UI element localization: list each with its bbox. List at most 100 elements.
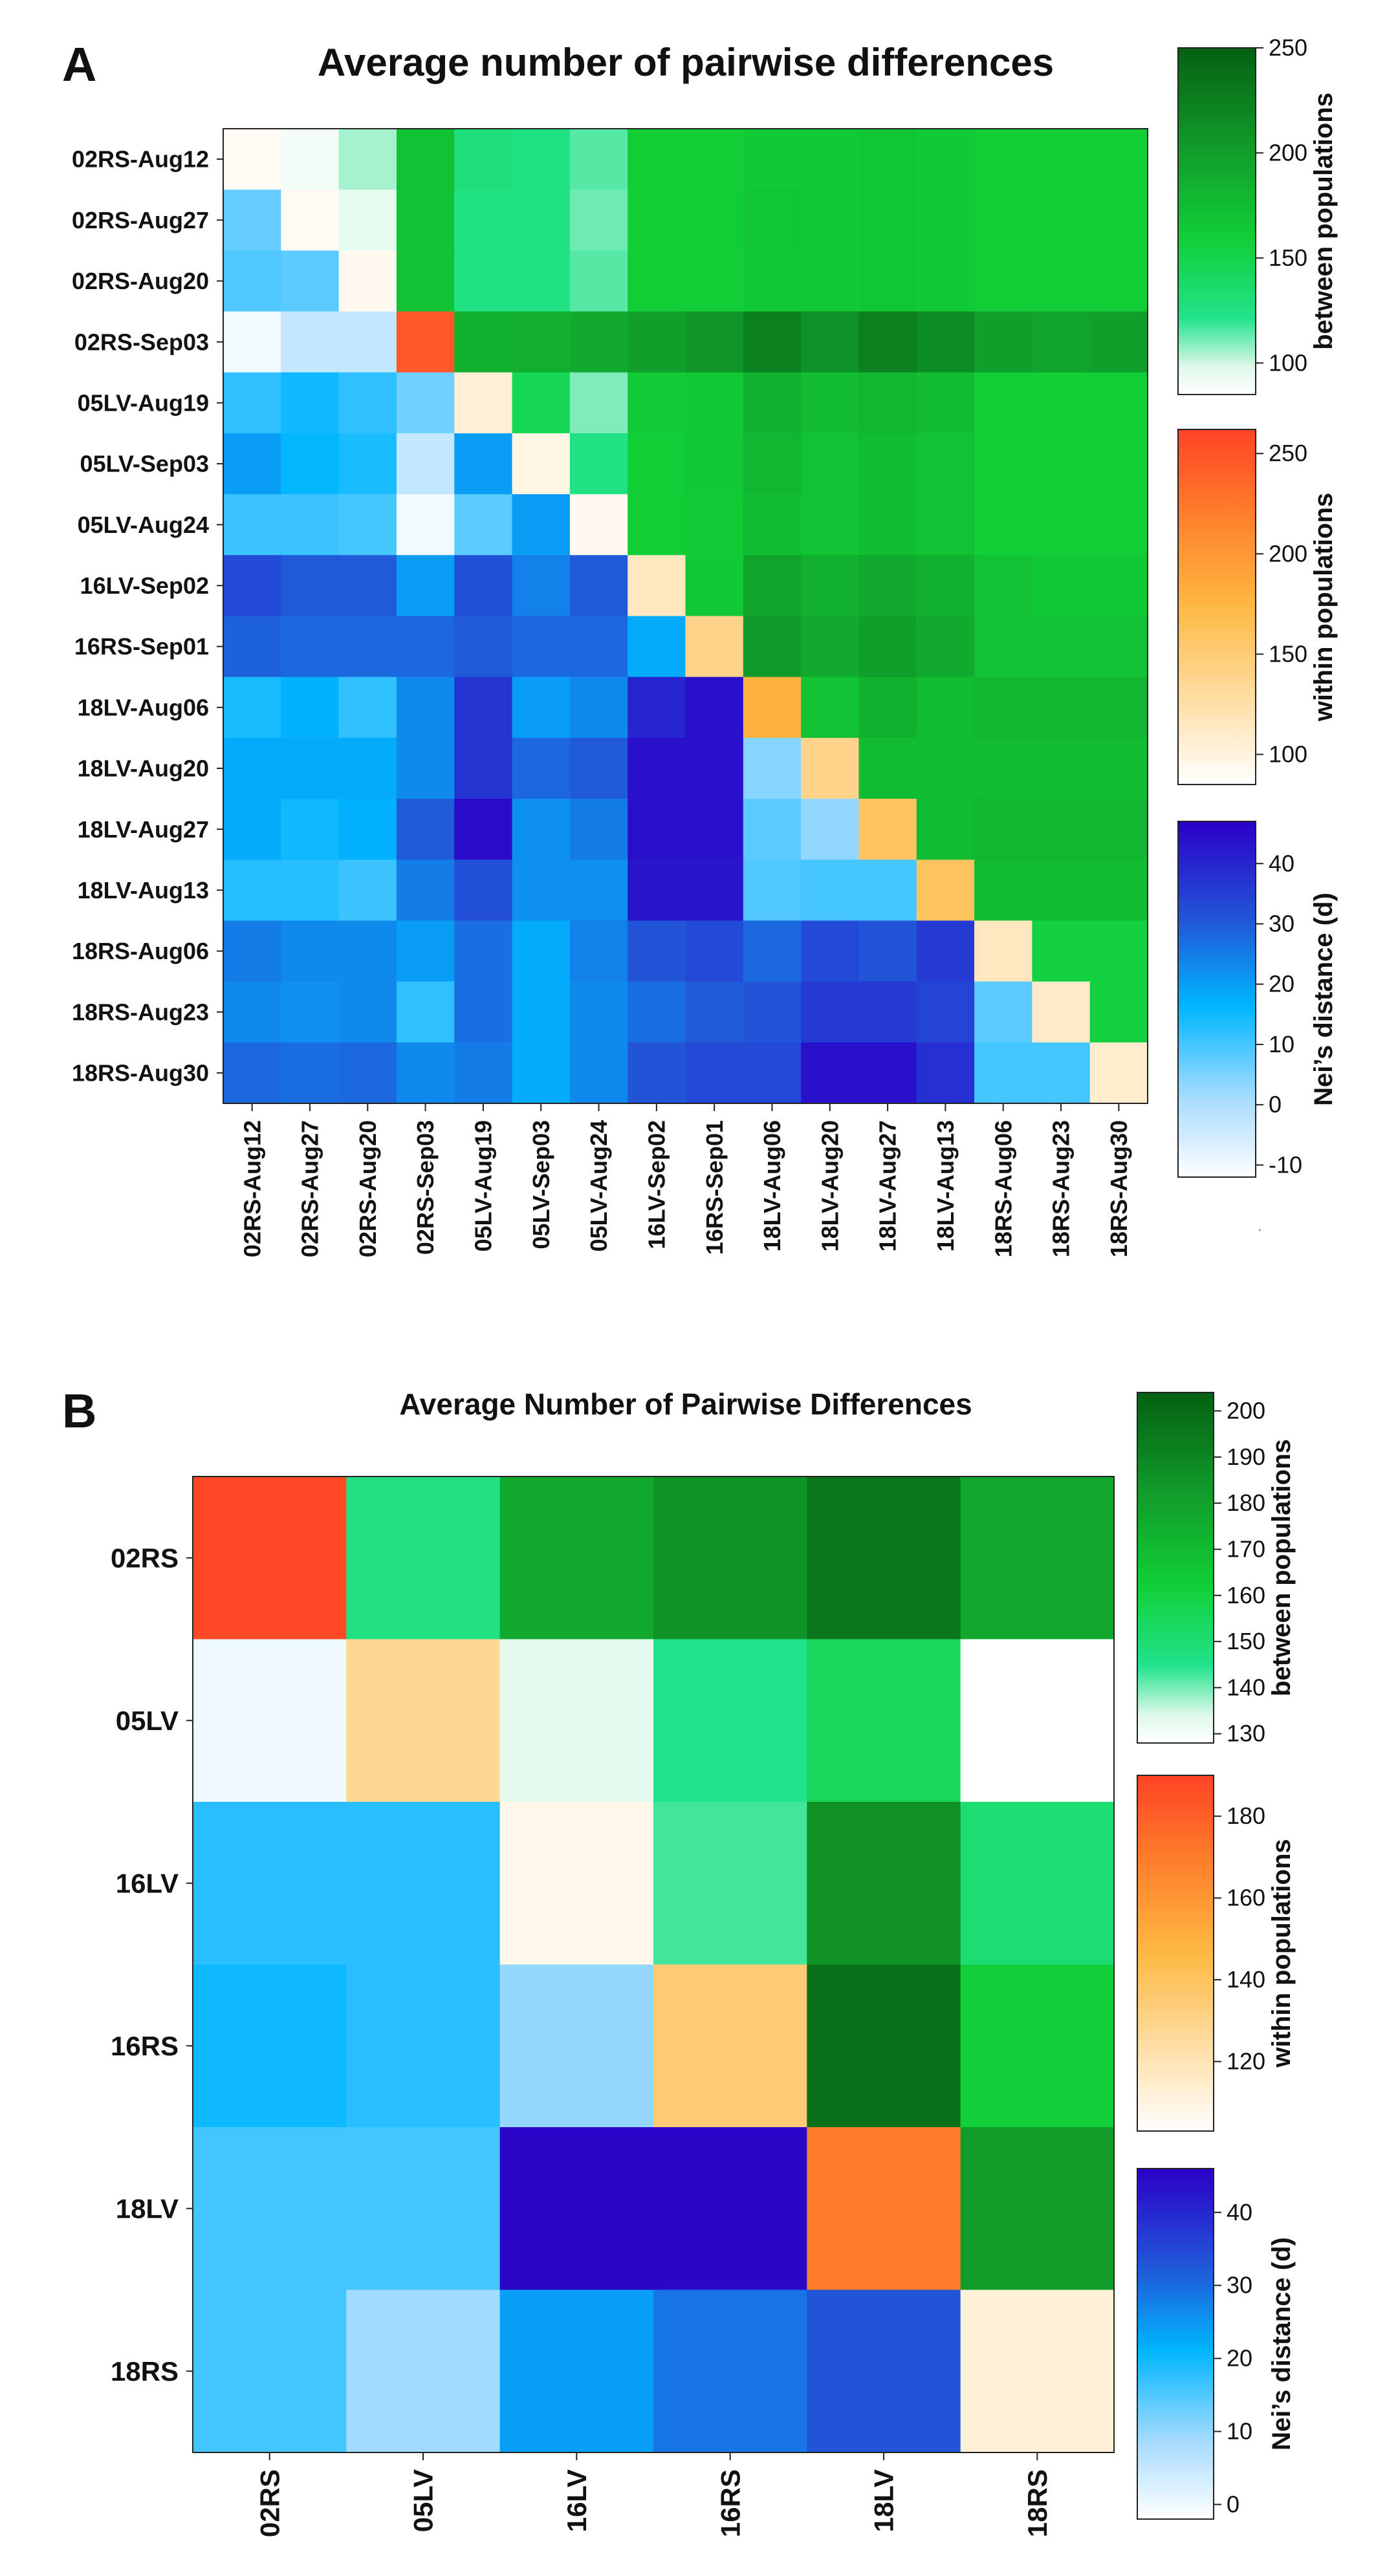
heatmap-cell xyxy=(281,799,340,860)
heatmap-cell xyxy=(858,799,917,860)
heatmap-cell xyxy=(1089,981,1148,1043)
heatmap-cell xyxy=(743,189,802,251)
heatmap-cell xyxy=(916,860,975,922)
heatmap-cell xyxy=(807,1964,961,2128)
heatmap-cell xyxy=(281,737,340,799)
panel-a-column-labels: 02RS-Aug12 02RS-Aug27 02RS-Aug20 02RS-Sep03… xyxy=(239,1103,1132,1257)
heatmap-cell xyxy=(801,616,860,678)
heatmap-cell xyxy=(1089,799,1148,860)
heatmap-cell xyxy=(801,311,860,373)
heatmap-cell xyxy=(454,799,513,860)
column-label: 18LV-Aug06 xyxy=(759,1120,785,1251)
heatmap-cell xyxy=(628,737,686,799)
heatmap-cell xyxy=(193,1964,347,2128)
heatmap-cell xyxy=(628,616,686,678)
heatmap-cell xyxy=(223,1042,281,1104)
heatmap-cell xyxy=(743,555,802,617)
heatmap-cell xyxy=(512,676,571,739)
heatmap-cell xyxy=(569,616,628,678)
heatmap-cell xyxy=(512,799,571,860)
heatmap-cell xyxy=(338,616,397,678)
colorbar-tick-label: 250 xyxy=(1269,440,1307,466)
heatmap-cell xyxy=(743,433,802,495)
heatmap-cell xyxy=(1089,311,1148,373)
heatmap-cell xyxy=(801,920,860,982)
heatmap-cell xyxy=(628,250,686,312)
colorbar-tick-label: 150 xyxy=(1227,1628,1265,1654)
heatmap-cell xyxy=(396,981,455,1043)
heatmap-cell xyxy=(801,494,860,556)
row-label: 02RS xyxy=(111,1542,179,1573)
heatmap-cell xyxy=(193,1639,347,1802)
colorbar-tick-label: 180 xyxy=(1227,1802,1265,1829)
colorbar-tick-label: 160 xyxy=(1227,1582,1265,1608)
heatmap-cell xyxy=(1032,494,1091,556)
heatmap-cell xyxy=(628,676,686,739)
heatmap-cell xyxy=(807,1639,961,1802)
heatmap-cell xyxy=(1089,494,1148,556)
heatmap-cell xyxy=(1032,860,1091,922)
heatmap-cell xyxy=(801,676,860,739)
heatmap-cell xyxy=(743,616,802,678)
colorbar-gradient xyxy=(1177,821,1256,1178)
heatmap-cell xyxy=(1089,129,1148,190)
panel-a-row-labels: 02RS-Aug12 02RS-Aug27 02RS-Aug20 02RS-Sep03… xyxy=(72,146,223,1087)
heatmap-cell xyxy=(1089,433,1148,495)
heatmap-cell xyxy=(338,372,397,434)
heatmap-cell xyxy=(1032,981,1091,1043)
heatmap-cell xyxy=(858,981,917,1043)
heatmap-cell xyxy=(653,1964,807,2128)
heatmap-cell xyxy=(685,799,744,860)
heatmap-cell xyxy=(685,737,744,799)
heatmap-cell xyxy=(1032,129,1091,190)
heatmap-cell xyxy=(653,1802,807,1965)
heatmap-cell xyxy=(685,433,744,495)
heatmap-cell xyxy=(628,920,686,982)
heatmap-cell xyxy=(193,2289,347,2453)
heatmap-cell xyxy=(281,433,340,495)
heatmap-cell xyxy=(916,737,975,799)
heatmap-cell xyxy=(801,250,860,312)
heatmap-cell xyxy=(974,981,1032,1043)
heatmap-cell xyxy=(396,676,455,739)
heatmap-cell xyxy=(628,372,686,434)
heatmap-cell xyxy=(499,2127,654,2291)
heatmap-cell xyxy=(685,920,744,982)
heatmap-cell xyxy=(858,129,917,190)
heatmap-cell xyxy=(499,1802,654,1965)
heatmap-cell xyxy=(960,1639,1115,1802)
colorbar-label: Nei’s distance (d) xyxy=(1267,2237,1296,2451)
heatmap-cell xyxy=(281,616,340,678)
panel-a-heatmap xyxy=(223,129,1148,1104)
heatmap-cell xyxy=(1089,189,1148,251)
heatmap-cell xyxy=(801,799,860,860)
heatmap-cell xyxy=(628,799,686,860)
heatmap-cell xyxy=(653,1639,807,1802)
row-label: 02RS-Aug12 xyxy=(72,146,209,173)
colorbar-tick-label: 0 xyxy=(1269,1091,1282,1118)
panel-b-letter: B xyxy=(62,1384,96,1438)
heatmap-cell xyxy=(858,860,917,922)
heatmap-cell xyxy=(396,189,455,251)
heatmap-cell xyxy=(916,189,975,251)
colorbar-label: Nei’s distance (d) xyxy=(1309,893,1338,1106)
heatmap-cell xyxy=(223,494,281,556)
heatmap-cell xyxy=(569,799,628,860)
panel-a-plot-frame xyxy=(223,128,1148,1104)
heatmap-cell xyxy=(653,1477,807,1640)
heatmap-cell xyxy=(512,189,571,251)
colorbar-tick-label: 150 xyxy=(1269,244,1307,271)
heatmap-cell xyxy=(454,981,513,1043)
heatmap-cell xyxy=(801,1042,860,1104)
heatmap-cell xyxy=(454,494,513,556)
heatmap-cell xyxy=(974,616,1032,678)
heatmap-cell xyxy=(512,920,571,982)
heatmap-cell xyxy=(569,494,628,556)
heatmap-cell xyxy=(858,311,917,373)
heatmap-cell xyxy=(1089,737,1148,799)
colorbar-tick-label: 140 xyxy=(1227,1966,1265,1993)
heatmap-cell xyxy=(193,1802,347,1965)
heatmap-cell xyxy=(569,250,628,312)
